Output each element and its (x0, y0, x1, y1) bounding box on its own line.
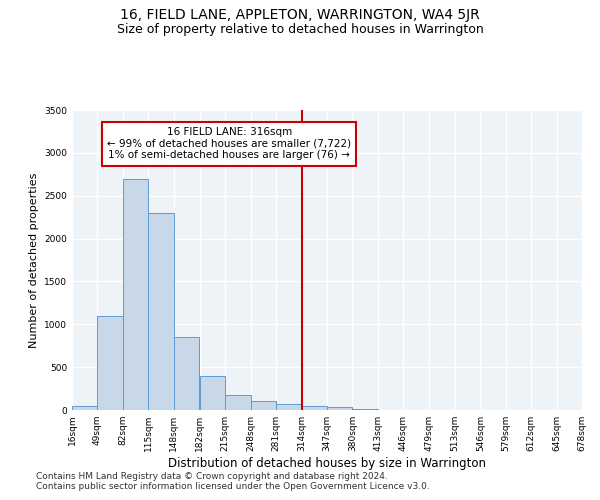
Bar (148, 213, 173, 410)
Text: Contains public sector information licensed under the Open Government Licence v3: Contains public sector information licen… (36, 482, 430, 491)
Bar (352, 409, 378, 410)
Y-axis label: Number of detached properties: Number of detached properties (29, 172, 38, 348)
Bar (97, 316, 123, 410)
Text: 16 FIELD LANE: 316sqm
← 99% of detached houses are smaller (7,722)
1% of semi-de: 16 FIELD LANE: 316sqm ← 99% of detached … (107, 127, 351, 160)
Bar (200, 376, 226, 410)
Bar (327, 408, 352, 410)
Bar (276, 404, 302, 410)
Bar (226, 396, 251, 410)
Bar (251, 402, 276, 410)
Bar (302, 406, 327, 410)
Bar (123, 178, 148, 410)
Bar (173, 337, 199, 410)
Bar (72, 406, 97, 410)
Text: Distribution of detached houses by size in Warrington: Distribution of detached houses by size … (168, 458, 486, 470)
Text: 16, FIELD LANE, APPLETON, WARRINGTON, WA4 5JR: 16, FIELD LANE, APPLETON, WARRINGTON, WA… (120, 8, 480, 22)
Text: Size of property relative to detached houses in Warrington: Size of property relative to detached ho… (116, 22, 484, 36)
Text: Contains HM Land Registry data © Crown copyright and database right 2024.: Contains HM Land Registry data © Crown c… (36, 472, 388, 481)
